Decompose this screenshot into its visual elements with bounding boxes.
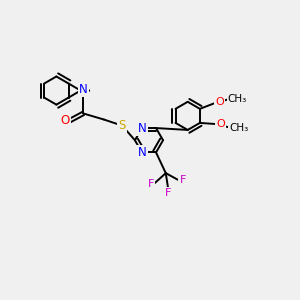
Text: F: F bbox=[165, 188, 171, 198]
Text: S: S bbox=[118, 119, 126, 132]
Text: F: F bbox=[180, 176, 186, 185]
Text: N: N bbox=[79, 82, 88, 96]
Text: F: F bbox=[147, 179, 154, 189]
Text: O: O bbox=[216, 119, 225, 129]
Text: N: N bbox=[138, 146, 146, 159]
Text: CH₃: CH₃ bbox=[229, 123, 248, 133]
Text: N: N bbox=[138, 122, 146, 135]
Text: O: O bbox=[60, 114, 70, 127]
Text: O: O bbox=[215, 97, 224, 107]
Text: CH₃: CH₃ bbox=[228, 94, 247, 104]
